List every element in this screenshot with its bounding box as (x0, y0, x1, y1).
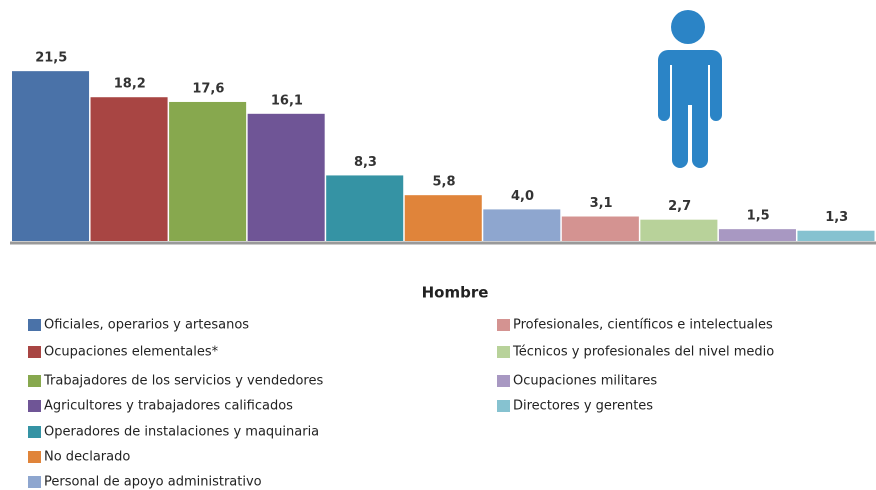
value-label: 21,5 (35, 51, 67, 66)
bar (90, 97, 168, 241)
legend-swatch (28, 400, 41, 412)
value-label: 1,3 (825, 210, 848, 225)
legend-swatch (28, 426, 41, 438)
bar (640, 219, 718, 241)
legend-label: Técnicos y profesionales del nivel medio (512, 345, 774, 360)
legend-label: Personal de apoyo administrativo (44, 475, 262, 490)
legend-label: Oficiales, operarios y artesanos (44, 318, 249, 333)
legend-swatch (28, 476, 41, 488)
legend-label: Ocupaciones militares (513, 374, 657, 389)
bar (12, 71, 90, 242)
legend-swatch (28, 346, 41, 358)
legend-swatch (497, 319, 510, 331)
legend-label: Trabajadores de los servicios y vendedor… (43, 374, 323, 389)
legend-swatch (28, 319, 41, 331)
bar (326, 175, 404, 241)
legend-swatch (28, 375, 41, 387)
legend-label: Ocupaciones elementales* (44, 345, 219, 360)
value-label: 4,0 (511, 189, 534, 204)
value-label: 8,3 (354, 155, 377, 170)
bar (797, 230, 875, 241)
value-label: 2,7 (668, 199, 691, 214)
bar (483, 209, 561, 241)
legend-swatch (497, 375, 510, 387)
legend-label: No declarado (44, 450, 130, 465)
legend-swatch (497, 346, 510, 358)
legend-swatch (497, 400, 510, 412)
value-label: 18,2 (114, 77, 146, 92)
value-label: 5,8 (432, 175, 455, 190)
value-label: 3,1 (590, 196, 613, 211)
bar (561, 216, 639, 241)
chart-title: Hombre (422, 284, 489, 302)
value-label: 16,1 (271, 93, 303, 108)
value-label: 1,5 (747, 209, 770, 224)
legend-swatch (28, 451, 41, 463)
bar (718, 229, 796, 241)
bar (247, 113, 325, 241)
value-label: 17,6 (192, 81, 224, 96)
legend-label: Profesionales, científicos e intelectual… (513, 318, 773, 333)
legend-label: Operadores de instalaciones y maquinaria (44, 425, 319, 440)
bar (404, 195, 482, 241)
legend-label: Agricultores y trabajadores calificados (44, 399, 293, 414)
person-icon (658, 10, 722, 168)
legend-label: Directores y gerentes (513, 399, 653, 414)
bar (169, 101, 247, 242)
